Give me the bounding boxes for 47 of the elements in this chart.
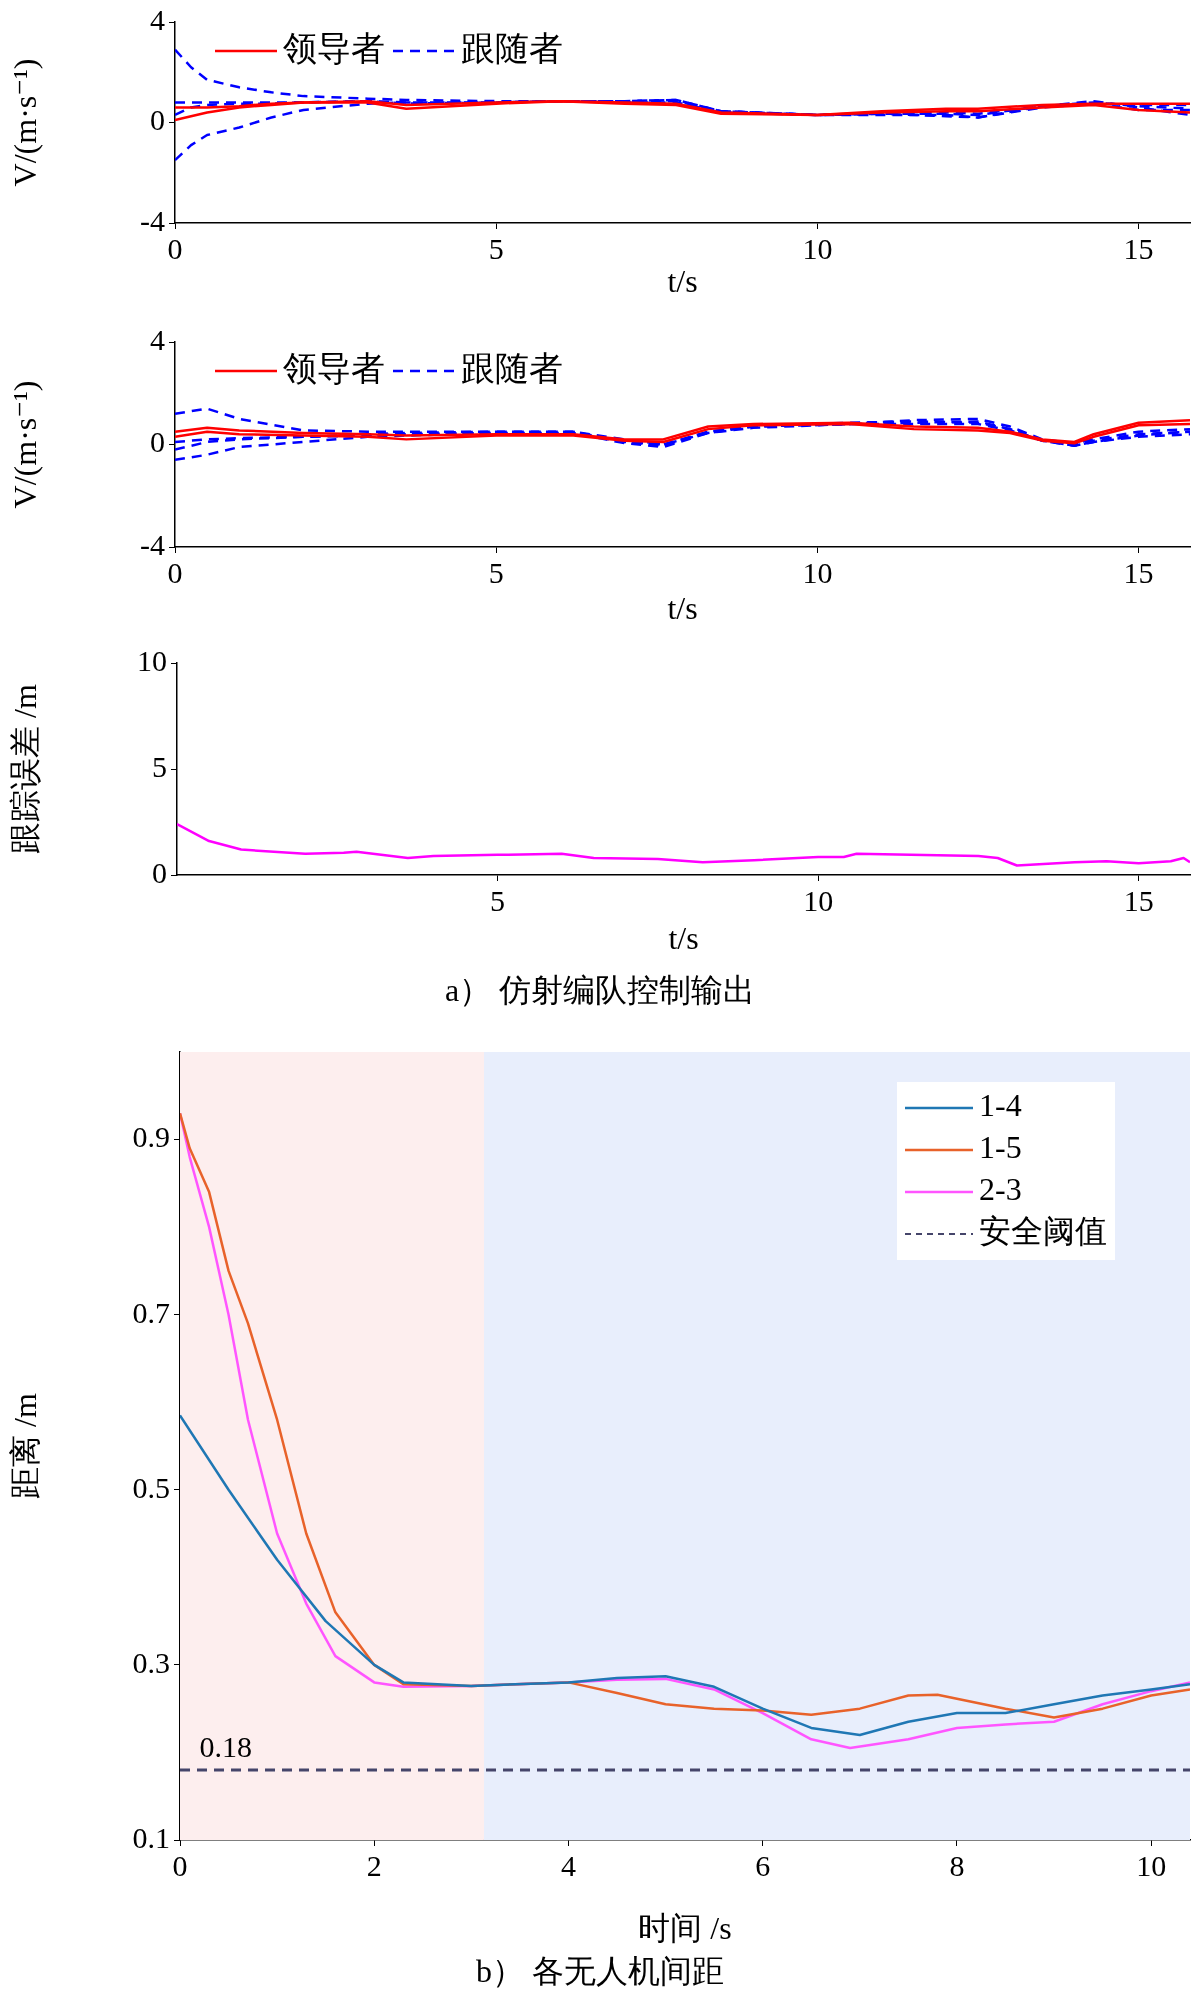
legend-label: 2-3 [979,1171,1022,1208]
x-tick-label: 8 [949,1848,965,1882]
x-tick-label: 5 [488,231,504,265]
legend-label: 跟随者 [461,349,563,387]
legend-label: 领导者 [283,349,385,387]
annotation: 0.18 [199,1729,252,1763]
legend-label: 跟随者 [461,29,563,67]
y-tick-label: 0 [150,103,165,137]
y-tick-label: 0.9 [132,1120,170,1154]
x-tick-label: 10 [802,555,833,589]
x-axis-title: t/s [667,590,698,627]
x-tick-label: 15 [1123,883,1154,917]
y-tick-label: 4 [150,322,165,356]
y-tick-label: 0.7 [132,1295,170,1329]
y-axis-title: 跟踪误差 /m [6,684,43,854]
x-tick-label: 5 [488,555,504,589]
text: b） 各无人机间距 [476,1952,724,1989]
x-tick-label: 10 [802,231,833,265]
x-tick-label: 5 [490,883,506,917]
x-tick-label: 6 [755,1848,771,1882]
y-tick-label: -4 [140,527,165,561]
y-tick-label: 10 [137,643,167,677]
y-tick-label: 5 [152,749,167,783]
y-tick-label: 4 [150,2,165,36]
y-tick-label: 0.3 [132,1645,170,1679]
text: a） 仿射编队控制输出 [444,972,756,1009]
y-tick-label: 0 [152,855,167,889]
y-axis-title: 距离 /m [6,1393,43,1499]
x-tick-label: 10 [803,883,834,917]
legend-label: 安全阈值 [979,1213,1107,1250]
x-tick-label: 15 [1123,555,1154,589]
legend-label: 1-4 [979,1087,1022,1124]
x-tick-label: 15 [1123,231,1154,265]
y-tick-label: 0.5 [132,1470,170,1504]
x-tick-label: 10 [1136,1848,1167,1882]
legend-label: 1-5 [979,1129,1022,1166]
x-axis-title: t/s [667,263,698,300]
y-tick-label: 0 [150,425,165,459]
y-tick-label: 0.1 [132,1820,170,1854]
x-axis-title: t/s [668,920,699,957]
y-tick-label: -4 [140,203,165,237]
legend-label: 领导者 [283,29,385,67]
y-axis-title: V/(m·s⁻¹) [6,58,43,187]
y-axis-title: V/(m·s⁻¹) [6,380,43,509]
x-axis-title: 时间 /s [638,1910,732,1947]
x-tick-label: 2 [366,1848,382,1882]
x-tick-label: 4 [560,1848,576,1882]
